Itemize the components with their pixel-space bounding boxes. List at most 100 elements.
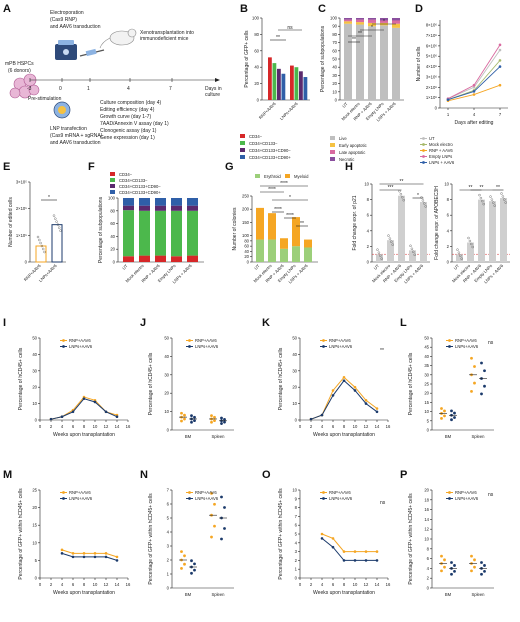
- y-tick-label: 12: [424, 527, 429, 532]
- data-point: [498, 48, 502, 52]
- y-axis-label: Percentage of hCD45+ cells: [148, 352, 154, 415]
- y-axis-label: Percentage of hCD45+ cells: [408, 352, 414, 415]
- y-tick-label: 80: [110, 208, 115, 213]
- y-axis-label: Percentage of hCD45+ cells: [278, 347, 284, 410]
- data-point: [456, 248, 459, 251]
- y-tick-label: 200: [242, 207, 250, 212]
- data-point: [375, 559, 379, 562]
- x-tick-label: 4: [61, 424, 64, 429]
- data-point: [388, 237, 392, 240]
- bar: [467, 242, 474, 262]
- data-point: [483, 384, 486, 388]
- data-point: [453, 564, 456, 567]
- bar-segment: [392, 27, 400, 101]
- data-point: [320, 413, 324, 417]
- y-tick-label: 60: [244, 244, 249, 249]
- bar: [272, 63, 277, 100]
- y-tick-label: 0: [113, 260, 116, 265]
- legend-swatch: [240, 141, 245, 145]
- series-line: [61, 549, 118, 558]
- data-point: [498, 65, 502, 68]
- bar-segment: [139, 198, 150, 206]
- x-tick-label: 6: [332, 582, 335, 587]
- y-tick-label: 0: [427, 428, 430, 433]
- y-tick-label: 5: [35, 558, 38, 563]
- y-axis-label: Number of colonies: [232, 207, 238, 251]
- chart-p: 0 2 4 6 8 10 12 14 16 18 20 Percentage of GFP+ with…: [408, 488, 494, 597]
- data-point: [342, 379, 346, 382]
- bar: [387, 240, 394, 262]
- y-tick-label: 250: [242, 194, 250, 199]
- chart-k: 0 10 20 30 40 50 Percentage of hCD45+ cells 0 2 4…: [278, 336, 391, 439]
- data-point: [213, 415, 216, 419]
- data-point: [450, 418, 453, 422]
- legend-label: RNP+AAV6: [195, 338, 217, 343]
- data-point: [480, 572, 483, 576]
- data-point: [58, 226, 61, 229]
- legend-marker: [188, 339, 191, 342]
- y-tick-label: 50: [332, 57, 337, 62]
- bar-segment: [139, 255, 150, 262]
- data-point: [364, 402, 368, 405]
- y-tick-label: 100: [252, 16, 260, 21]
- x-tick-label: 12: [104, 424, 109, 429]
- legend-marker: [62, 497, 65, 500]
- y-tick-label: 0: [427, 586, 430, 591]
- bar-segment: [171, 256, 182, 262]
- y-tick-label: 80: [244, 238, 249, 243]
- bar-segment: [280, 238, 288, 249]
- data-point: [353, 559, 357, 562]
- panel-label-d: D: [415, 3, 423, 15]
- data-point: [440, 569, 443, 573]
- data-point: [500, 192, 503, 195]
- chart-l: 0 5 10 15 20 25 30 35 40 45 50 Percentage of hCD45+…: [408, 336, 494, 439]
- y-tick-label: 5: [427, 418, 430, 423]
- x-tick-label: 8: [343, 424, 346, 429]
- data-point: [193, 419, 196, 423]
- y-tick-label: 50: [424, 336, 429, 341]
- readout-list: Culture composition (day 4)Editing effic…: [100, 100, 169, 141]
- legend-label: LNPs+AAV6: [329, 496, 353, 501]
- y-tick-label: 0: [367, 260, 370, 265]
- y-tick-label: 3: [167, 544, 170, 549]
- y-tick-label: 6×10⁶: [426, 43, 437, 48]
- legend-label: CD34+CD133−: [119, 178, 148, 183]
- legend-label: RNP+AAV6: [195, 490, 217, 495]
- y-tick-label: 8: [367, 197, 370, 202]
- data-point: [183, 417, 186, 421]
- lnp-sub2: and AAV6 transduction: [50, 140, 101, 146]
- data-point: [342, 559, 346, 562]
- bar: [299, 71, 303, 100]
- legend-label: Live: [339, 136, 347, 141]
- bar-segment: [344, 19, 352, 22]
- legend-swatch: [110, 190, 115, 194]
- legend-marker: [62, 491, 65, 494]
- bar-segment: [292, 246, 300, 262]
- legend-marker: [422, 155, 425, 158]
- bar-segment: [356, 22, 364, 25]
- y-tick-label: 2×10⁶: [426, 85, 437, 90]
- significance-label: **: [496, 185, 500, 191]
- data-point: [49, 417, 53, 421]
- source-label: mPB HSPCs: [5, 61, 34, 67]
- legend-label: LNPs+AAV6: [195, 496, 219, 501]
- electroporation-label: Electroporation: [50, 10, 84, 16]
- y-axis-label: Fold change expr. of p21: [352, 195, 358, 250]
- data-point: [398, 189, 401, 193]
- y-axis-label: Percentage of subpopulations: [98, 196, 104, 263]
- x-tick-label: UT: [121, 263, 129, 271]
- x-tick-label: RNP+AAV6: [258, 101, 277, 120]
- bar: [376, 254, 383, 262]
- panel-label-g: G: [225, 161, 234, 173]
- data-point: [223, 420, 226, 424]
- data-point: [71, 410, 75, 414]
- chart-j: 0 10 20 30 40 50 Percentage of hCD45+ cells BM S…: [148, 336, 234, 439]
- y-tick-label: 5: [295, 532, 298, 537]
- legend-label: LNPs+AAV6: [455, 344, 479, 349]
- significance-label: **: [469, 185, 473, 191]
- y-tick-label: 100: [108, 196, 116, 201]
- legend-label: CD34−: [119, 172, 133, 177]
- legend-marker: [322, 497, 325, 500]
- data-point: [104, 410, 108, 414]
